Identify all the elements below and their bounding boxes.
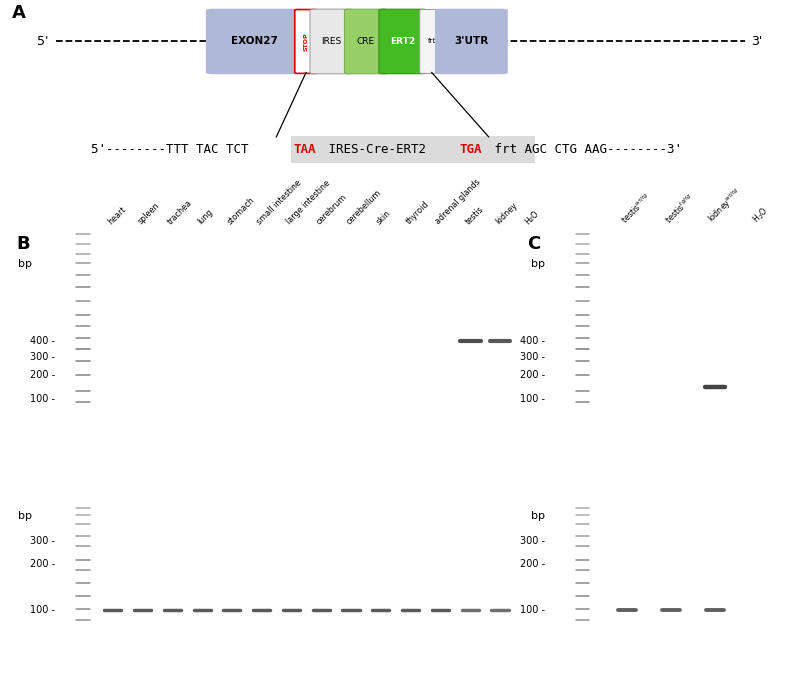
Text: 200 -: 200 - — [520, 370, 545, 380]
Text: kidney$^{wt/tg}$: kidney$^{wt/tg}$ — [705, 185, 745, 226]
Text: A: A — [12, 4, 26, 22]
Text: cerebrum: cerebrum — [315, 192, 349, 226]
FancyBboxPatch shape — [420, 10, 444, 73]
Text: EXON27: EXON27 — [231, 37, 278, 46]
FancyBboxPatch shape — [344, 9, 388, 74]
FancyBboxPatch shape — [379, 9, 427, 74]
Text: 3': 3' — [751, 35, 763, 48]
Text: 100 -: 100 - — [521, 395, 545, 404]
Text: 300 -: 300 - — [30, 352, 54, 362]
Text: IRES-Cre-ERT2: IRES-Cre-ERT2 — [321, 143, 433, 155]
Text: kidney: kidney — [493, 200, 519, 226]
Text: 400 -: 400 - — [521, 337, 545, 346]
Text: IRES: IRES — [321, 37, 342, 46]
Text: frt: frt — [428, 39, 436, 44]
Text: 5'--------TTT TAC TCT: 5'--------TTT TAC TCT — [91, 143, 256, 155]
Text: adrenal glands: adrenal glands — [434, 178, 483, 226]
Text: 200 -: 200 - — [520, 558, 545, 569]
Text: TGA: TGA — [459, 143, 481, 155]
Text: testis: testis — [464, 205, 485, 226]
Text: TAA: TAA — [293, 143, 316, 155]
Text: 300 -: 300 - — [30, 536, 54, 546]
FancyBboxPatch shape — [310, 9, 353, 74]
Text: 400 -: 400 - — [30, 337, 54, 346]
Text: B: B — [16, 235, 30, 253]
Text: bp: bp — [531, 259, 545, 269]
Text: stomach: stomach — [226, 195, 256, 226]
Text: heart: heart — [107, 205, 128, 226]
Text: testis$^{tg/tg}$: testis$^{tg/tg}$ — [662, 191, 697, 226]
FancyBboxPatch shape — [435, 9, 508, 74]
Text: skin: skin — [375, 208, 392, 226]
FancyBboxPatch shape — [295, 10, 317, 73]
Text: 5': 5' — [37, 35, 48, 48]
Text: 200 -: 200 - — [30, 370, 54, 380]
Text: H$_2$O: H$_2$O — [750, 205, 771, 226]
Text: C: C — [527, 235, 541, 253]
Text: H₂O: H₂O — [523, 209, 541, 226]
Text: large intestine: large intestine — [285, 179, 332, 226]
FancyBboxPatch shape — [206, 9, 303, 74]
Text: cerebellum: cerebellum — [344, 188, 383, 226]
Text: bp: bp — [18, 511, 32, 521]
Text: testis$^{wt/tg}$: testis$^{wt/tg}$ — [618, 191, 654, 226]
Text: 100 -: 100 - — [30, 395, 54, 404]
Text: small intestine: small intestine — [256, 178, 304, 226]
Text: trachea: trachea — [166, 198, 195, 226]
Text: 200 -: 200 - — [30, 558, 54, 569]
Text: 3'UTR: 3'UTR — [454, 37, 489, 46]
Text: STOP: STOP — [304, 32, 308, 50]
Text: bp: bp — [531, 511, 545, 521]
Text: bp: bp — [18, 259, 32, 269]
Text: spleen: spleen — [136, 201, 161, 226]
Text: 100 -: 100 - — [30, 605, 54, 615]
Text: 100 -: 100 - — [521, 605, 545, 615]
Text: frt AGC CTG AAG--------3': frt AGC CTG AAG--------3' — [487, 143, 682, 155]
Text: lung: lung — [195, 207, 215, 226]
Text: CRE: CRE — [357, 37, 375, 46]
Text: ERT2: ERT2 — [390, 37, 416, 46]
Text: 300 -: 300 - — [521, 352, 545, 362]
Text: thyroid: thyroid — [405, 200, 431, 226]
Text: 300 -: 300 - — [521, 536, 545, 546]
Bar — [291, 136, 535, 163]
